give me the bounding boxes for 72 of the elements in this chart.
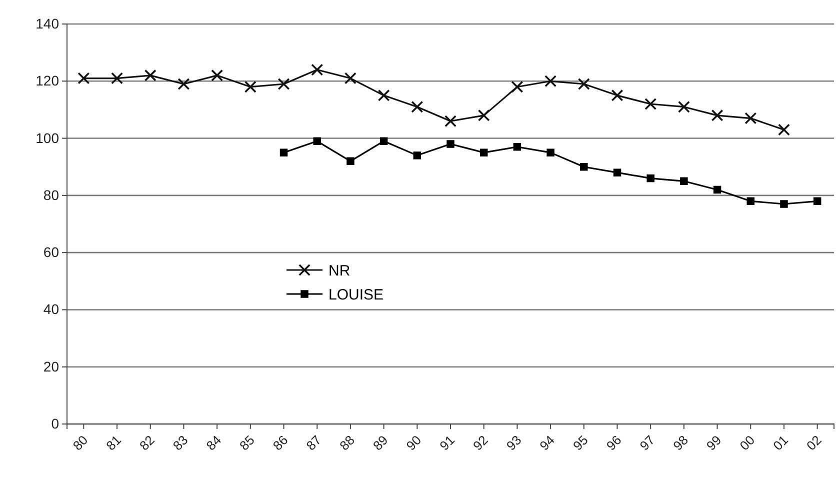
y-tick-label: 20	[43, 358, 60, 374]
point	[713, 186, 722, 194]
x-tick-label: 89	[370, 432, 391, 454]
x-tick-label: 86	[270, 432, 291, 454]
point	[178, 78, 190, 90]
x-tick-label: 84	[203, 432, 224, 454]
point	[344, 72, 356, 84]
x-tick-label: 88	[336, 432, 358, 454]
x-tick-label: 93	[503, 432, 524, 454]
point	[511, 80, 524, 93]
point	[646, 174, 654, 182]
x-tick-label: 85	[236, 432, 258, 454]
x-tick-label: 99	[703, 432, 724, 454]
x-tick-label: 96	[603, 432, 624, 454]
point	[744, 112, 757, 124]
point	[680, 177, 688, 186]
point	[78, 72, 90, 84]
x-tick-label: 80	[70, 432, 91, 454]
point	[144, 69, 156, 82]
point	[313, 137, 321, 146]
point	[813, 197, 822, 206]
point	[780, 200, 788, 208]
point	[378, 89, 390, 102]
point	[678, 100, 690, 113]
point	[411, 100, 424, 113]
legend-label: LOUISE	[328, 286, 384, 304]
x-tick-label: 02	[803, 432, 824, 454]
point	[346, 157, 354, 166]
x-tick-label: 87	[303, 432, 324, 454]
point	[278, 78, 290, 90]
point	[513, 142, 522, 151]
x-tick-label: 94	[536, 432, 558, 454]
x-tick-label: 91	[436, 432, 458, 454]
point	[446, 140, 454, 148]
y-tick-label: 100	[36, 130, 60, 146]
point	[211, 69, 224, 82]
point	[413, 152, 422, 160]
point	[613, 168, 622, 176]
point	[244, 80, 256, 93]
point	[380, 137, 388, 146]
point	[111, 72, 124, 84]
y-tick-label: 60	[43, 244, 60, 260]
point	[578, 78, 590, 90]
x-tick-label: 90	[403, 432, 424, 454]
point	[444, 115, 457, 128]
x-tick-label: 01	[770, 432, 791, 454]
point	[280, 148, 288, 156]
y-tick-label: 0	[51, 415, 60, 432]
x-tick-label: 97	[636, 432, 658, 454]
point	[544, 75, 557, 88]
y-tick-label: 120	[36, 72, 60, 89]
y-tick-label: 140	[36, 15, 60, 32]
x-tick-label: 00	[736, 432, 758, 454]
x-tick-label: 82	[136, 432, 158, 454]
y-tick-label: 40	[43, 301, 60, 318]
x-tick-label: 83	[170, 432, 191, 454]
point	[478, 109, 490, 122]
x-tick-label: 98	[670, 432, 691, 454]
point	[644, 98, 657, 110]
legend-label: NR	[328, 262, 350, 280]
x-tick-label: 95	[570, 432, 591, 454]
point	[778, 124, 790, 136]
point	[480, 148, 488, 156]
y-tick-label: 80	[43, 186, 60, 203]
point	[311, 64, 324, 76]
x-tick-label: 92	[470, 432, 491, 454]
x-tick-label: 81	[103, 432, 124, 454]
point	[711, 109, 724, 122]
point	[580, 162, 588, 171]
point	[746, 197, 755, 206]
point	[611, 89, 624, 102]
point	[546, 148, 554, 156]
